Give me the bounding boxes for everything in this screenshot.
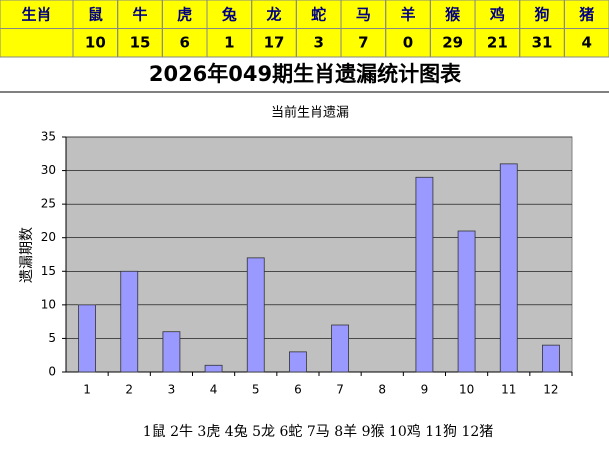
x-tick-label: 12 xyxy=(543,383,558,397)
table-value: 7 xyxy=(358,34,368,52)
bar xyxy=(120,270,139,373)
note: 1鼠 2牛 3虎 4兔 5龙 6蛇 7马 8羊 9猴 10鸡 11狗 12猪 xyxy=(143,423,494,440)
y-tick-label: 15 xyxy=(41,264,56,278)
table-value: 17 xyxy=(264,34,285,52)
x-tick-label: 4 xyxy=(210,383,218,397)
x-tick-label: 11 xyxy=(501,383,516,397)
y-tick-label: 20 xyxy=(41,230,56,244)
y-tick-label: 25 xyxy=(41,197,56,211)
y-tick-label: 10 xyxy=(41,297,56,311)
x-tick-label: 5 xyxy=(252,383,260,397)
table-value: 10 xyxy=(85,34,106,52)
x-tick-label: 1 xyxy=(83,383,91,397)
table: 生肖 鼠 牛 虎 兔 龙 蛇 马 羊 猴 鸡 狗 猪 10 15 6 1 17 3 7 0 29 21 31 4 xyxy=(0,0,609,58)
table-value: 21 xyxy=(487,34,508,52)
table-header: 猪 xyxy=(578,6,594,24)
bar xyxy=(542,344,560,373)
table-header: 鼠 xyxy=(88,6,103,24)
bar xyxy=(246,257,265,373)
y-axis-label: 遗漏期数 xyxy=(19,227,35,283)
table-value: 4 xyxy=(581,34,591,52)
x-tick-label: 9 xyxy=(421,383,429,397)
x-tick-label: 3 xyxy=(168,383,176,397)
table-value: 3 xyxy=(313,34,323,52)
table-header: 羊 xyxy=(401,6,416,24)
table-value: 29 xyxy=(442,34,463,52)
bar xyxy=(289,351,307,373)
table-header: 兔 xyxy=(221,6,237,24)
x-tick-label: 8 xyxy=(378,383,386,397)
table-value: 6 xyxy=(179,34,189,52)
table-cell xyxy=(563,28,609,58)
table-value: 1 xyxy=(224,34,234,52)
table-header: 鸡 xyxy=(489,6,505,24)
table-header: 狗 xyxy=(535,6,550,24)
bar xyxy=(204,364,223,373)
bar xyxy=(499,163,518,373)
table-header: 生肖 xyxy=(21,6,51,24)
table-value: 15 xyxy=(130,34,151,52)
table-header: 牛 xyxy=(132,6,147,24)
bar xyxy=(162,331,181,373)
table-header: 猴 xyxy=(445,6,461,24)
table-header: 蛇 xyxy=(311,6,326,24)
bar xyxy=(78,304,96,373)
x-tick-label: 10 xyxy=(459,383,474,397)
x-tick-label: 7 xyxy=(336,383,344,397)
y-tick-label: 30 xyxy=(41,163,56,177)
y-tick-label: 5 xyxy=(48,331,56,345)
table-header: 龙 xyxy=(266,6,282,24)
bar xyxy=(457,230,476,373)
x-tick-label: 6 xyxy=(294,383,302,397)
plot-area xyxy=(65,136,573,373)
page-title: 2026年049期生肖遗漏统计图表 xyxy=(149,62,462,86)
y-tick-label: 0 xyxy=(48,365,56,379)
table-value: 0 xyxy=(403,34,413,52)
table-header: 马 xyxy=(356,6,371,24)
table-value: 31 xyxy=(532,34,553,52)
bar xyxy=(415,176,434,373)
x-tick-label: 2 xyxy=(125,383,133,397)
chart-title: 当前生肖遗漏 xyxy=(271,105,349,121)
bar xyxy=(331,324,349,373)
y-tick-label: 35 xyxy=(41,130,56,144)
table-header: 虎 xyxy=(177,6,192,24)
